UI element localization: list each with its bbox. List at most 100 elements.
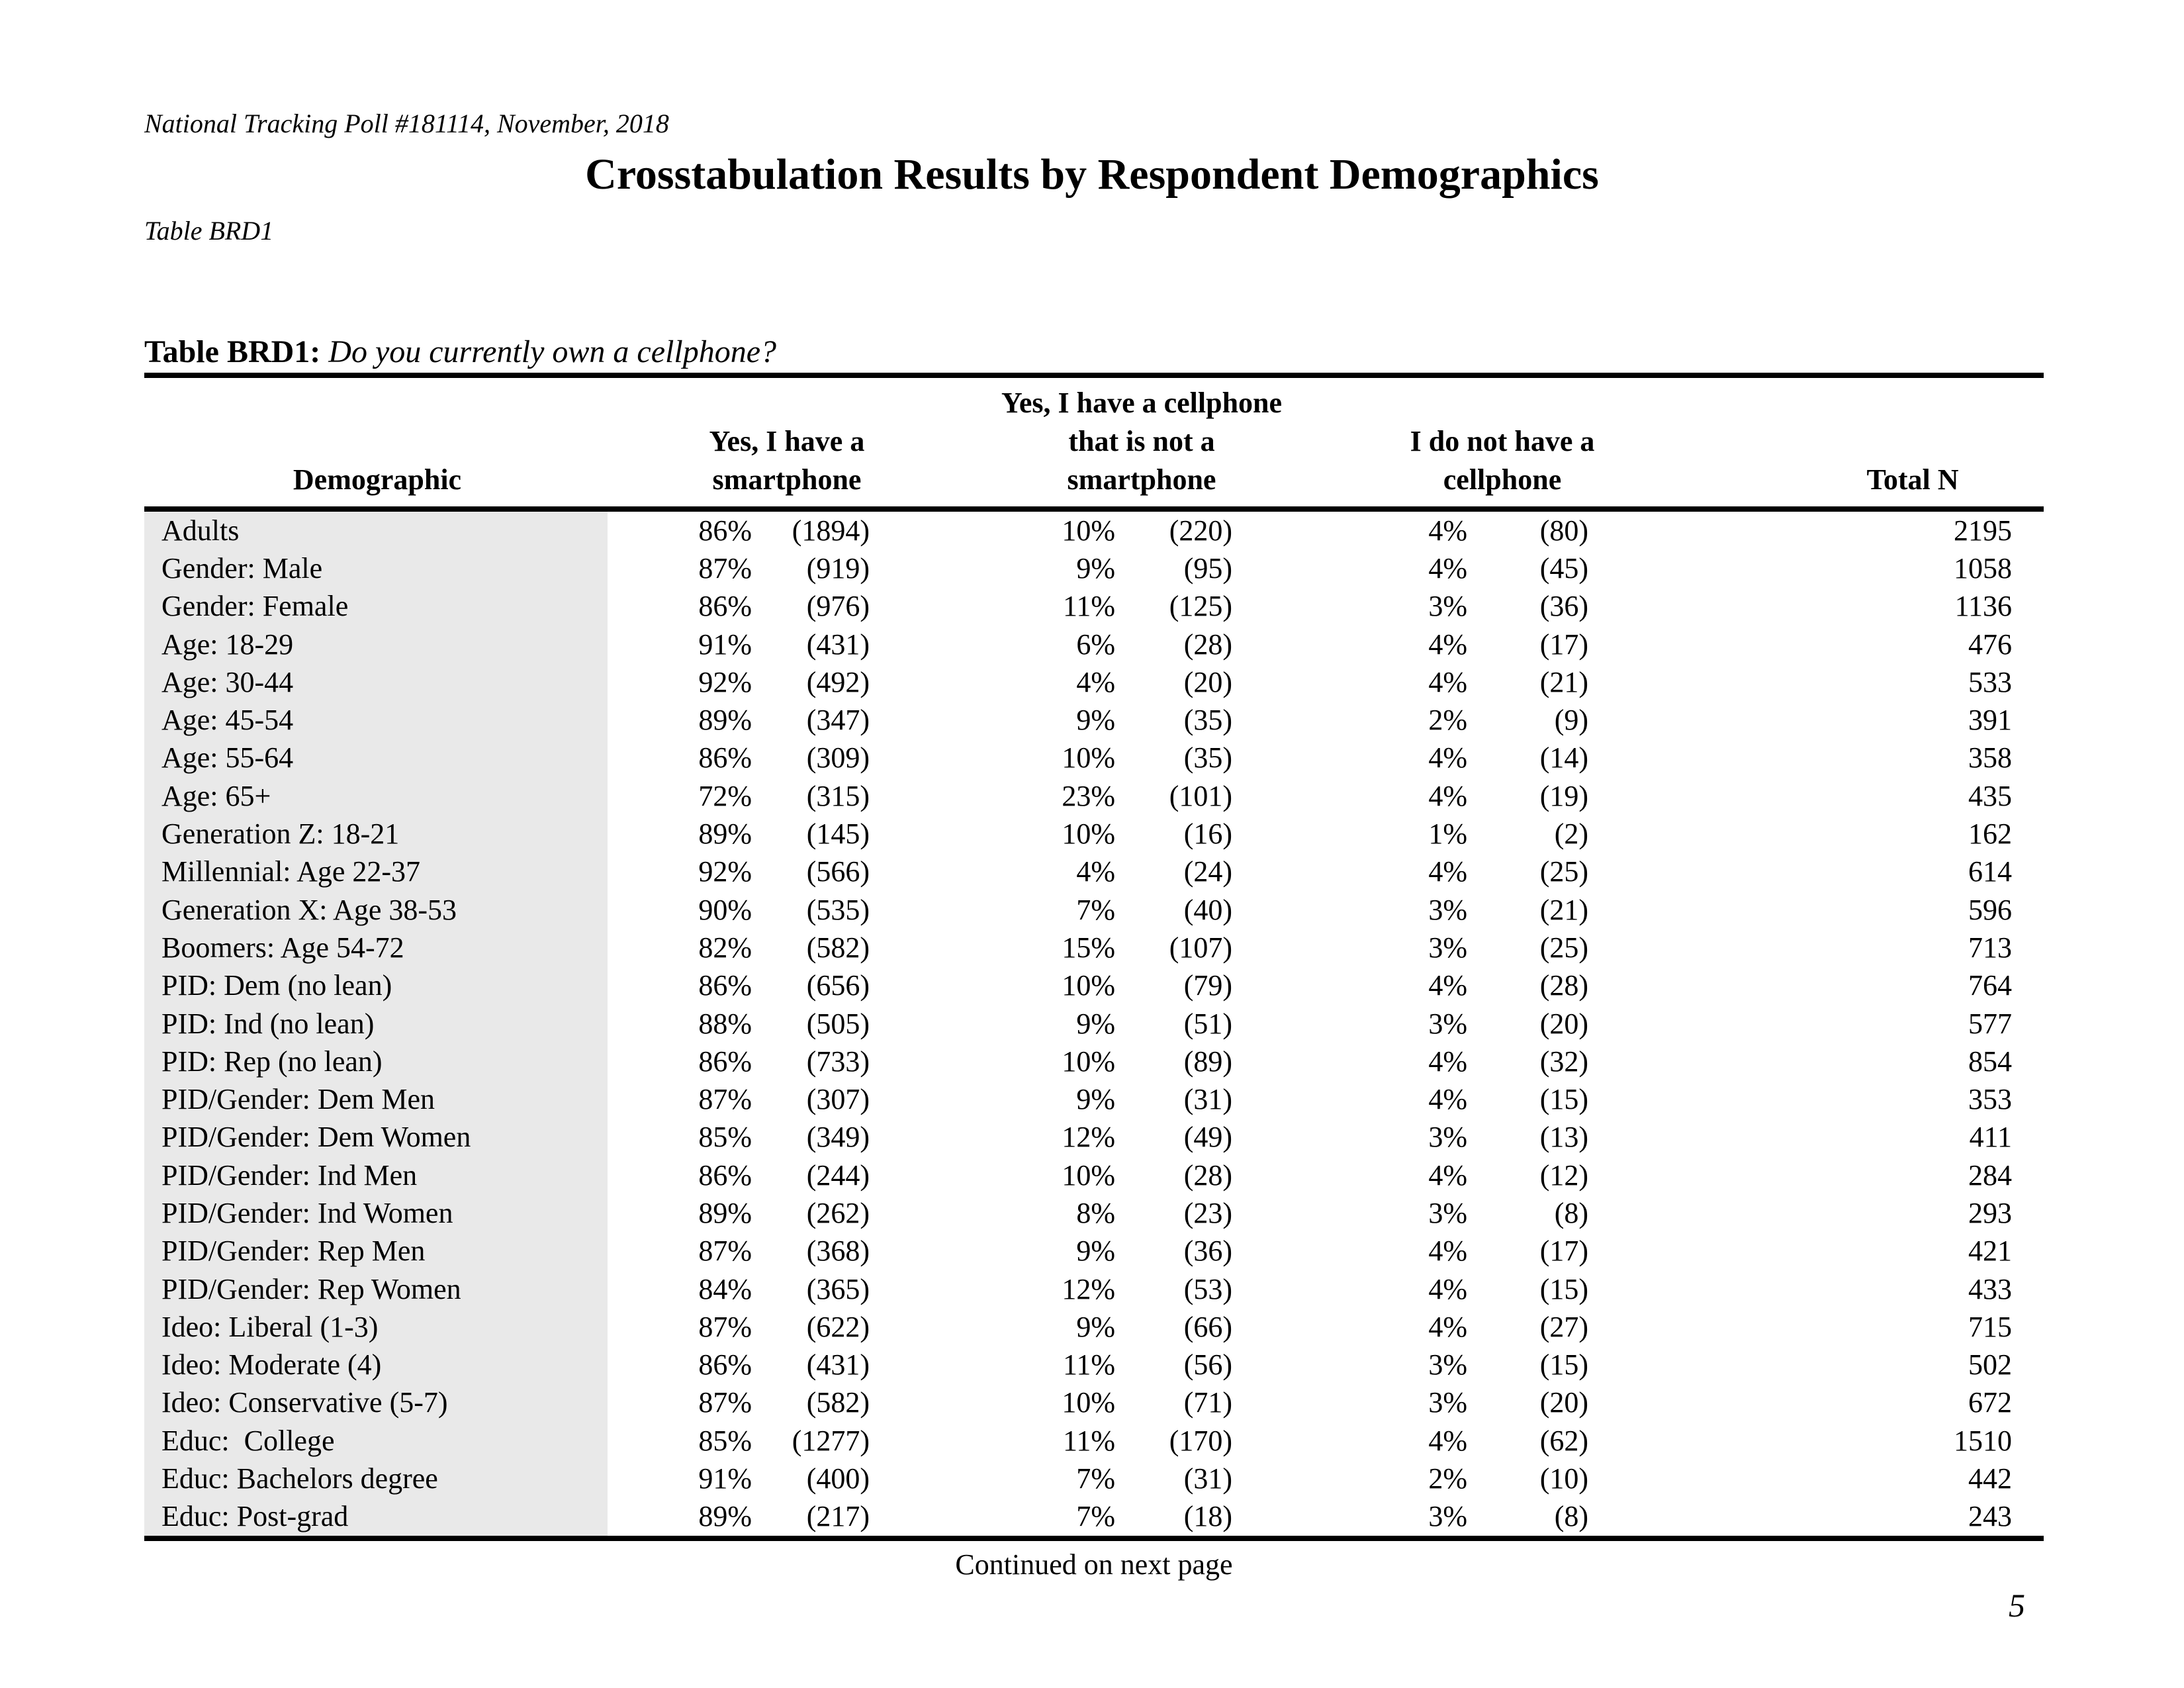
poll-id-line: National Tracking Poll #181114, November… [144,109,669,138]
row-smartphone-n: (217) [806,1500,870,1533]
row-no-cellphone-pct: 4% [1428,665,1467,698]
row-demographic-label: Ideo: Moderate (4) [144,1346,608,1384]
row-total-n: 353 [1968,1083,2012,1116]
row-smartphone-n: (309) [806,741,870,774]
row-no-cellphone-pct: 3% [1428,931,1467,964]
row-no-cellphone-n: (8) [1554,1500,1588,1533]
row-not-smartphone-pct: 15% [1062,931,1115,964]
col-header-not-smartphone-line1: Yes, I have a cellphone [1001,387,1283,419]
row-no-cellphone-n: (62) [1539,1424,1588,1457]
row-not-smartphone-n: (28) [1183,1158,1232,1192]
row-smartphone-n: (315) [806,779,870,812]
row-demographic-label: Age: 65+ [144,777,608,816]
row-no-cellphone-n: (25) [1539,855,1588,888]
table-header: Yes, I have a cellphone Yes, I have a th… [144,378,2044,506]
row-smartphone-pct: 87% [698,1083,752,1116]
row-demographic-label: PID/Gender: Dem Men [144,1080,608,1119]
row-not-smartphone-n: (101) [1169,779,1232,812]
row-no-cellphone-pct: 3% [1428,1196,1467,1229]
row-not-smartphone-pct: 10% [1062,1158,1115,1192]
row-total-n: 358 [1968,741,2012,774]
row-demographic-label: Educ: College [144,1422,608,1460]
row-demographic-label: PID: Ind (no lean) [144,1004,608,1043]
row-smartphone-pct: 91% [698,628,752,661]
row-demographic-label: Age: 18-29 [144,625,608,664]
row-smartphone-pct: 87% [698,1235,752,1268]
row-no-cellphone-pct: 4% [1428,741,1467,774]
row-total-n: 1510 [1954,1424,2012,1457]
row-smartphone-pct: 89% [698,818,752,851]
row-smartphone-pct: 89% [698,704,752,737]
row-no-cellphone-pct: 4% [1428,1083,1467,1116]
row-smartphone-n: (244) [806,1158,870,1192]
row-smartphone-n: (535) [806,893,870,926]
table-caption: Table BRD1: Do you currently own a cellp… [144,334,776,370]
row-smartphone-n: (976) [806,590,870,623]
row-total-n: 476 [1968,628,2012,661]
row-smartphone-n: (400) [806,1462,870,1495]
row-no-cellphone-pct: 2% [1428,1462,1467,1495]
row-no-cellphone-n: (14) [1539,741,1588,774]
row-not-smartphone-n: (28) [1183,628,1232,661]
row-total-n: 596 [1968,893,2012,926]
row-not-smartphone-pct: 11% [1062,590,1115,623]
row-not-smartphone-n: (53) [1183,1272,1232,1305]
row-not-smartphone-pct: 10% [1062,514,1115,547]
row-no-cellphone-n: (15) [1539,1272,1588,1305]
row-total-n: 533 [1968,665,2012,698]
row-not-smartphone-n: (56) [1183,1348,1232,1382]
row-not-smartphone-n: (18) [1183,1500,1232,1533]
col-header-total-n: Total N [1866,463,1959,496]
row-smartphone-pct: 86% [698,514,752,547]
col-header-no-cellphone-line1: I do not have a [1410,425,1595,457]
row-demographic-label: Gender: Female [144,587,608,626]
row-total-n: 435 [1968,779,2012,812]
row-no-cellphone-pct: 4% [1428,514,1467,547]
row-not-smartphone-n: (49) [1183,1121,1232,1154]
row-no-cellphone-pct: 4% [1428,1158,1467,1192]
continued-note: Continued on next page [955,1548,1233,1581]
row-demographic-label: Boomers: Age 54-72 [144,929,608,967]
row-not-smartphone-n: (31) [1183,1083,1232,1116]
row-smartphone-n: (492) [806,665,870,698]
row-not-smartphone-pct: 4% [1076,855,1115,888]
row-not-smartphone-pct: 12% [1062,1121,1115,1154]
row-no-cellphone-n: (20) [1539,1386,1588,1419]
row-total-n: 715 [1968,1310,2012,1343]
row-no-cellphone-n: (15) [1539,1348,1588,1382]
row-no-cellphone-pct: 4% [1428,779,1467,812]
row-not-smartphone-pct: 10% [1062,818,1115,851]
row-not-smartphone-pct: 4% [1076,665,1115,698]
col-header-no-cellphone-line2: cellphone [1443,463,1562,496]
row-smartphone-pct: 86% [698,1348,752,1382]
row-no-cellphone-n: (8) [1554,1196,1588,1229]
row-no-cellphone-pct: 4% [1428,1424,1467,1457]
row-no-cellphone-n: (10) [1539,1462,1588,1495]
row-not-smartphone-n: (89) [1183,1045,1232,1078]
row-demographic-label: Gender: Male [144,549,608,588]
row-not-smartphone-pct: 7% [1076,1462,1115,1495]
row-not-smartphone-n: (40) [1183,893,1232,926]
row-total-n: 2195 [1954,514,2012,547]
table-caption-question: Do you currently own a cellphone? [328,334,777,369]
row-smartphone-pct: 91% [698,1462,752,1495]
table-body: Adults 86% (1894) 10% (220) 4% (80) 2195… [144,512,2044,1536]
row-not-smartphone-pct: 9% [1076,1007,1115,1040]
row-total-n: 1136 [1954,590,2012,623]
row-demographic-label: Ideo: Conservative (5-7) [144,1383,608,1423]
row-total-n: 293 [1968,1196,2012,1229]
row-no-cellphone-n: (27) [1539,1310,1588,1343]
crosstab-table: Yes, I have a cellphone Yes, I have a th… [144,373,2044,1542]
row-demographic-label: Age: 45-54 [144,701,608,739]
row-no-cellphone-pct: 3% [1428,1500,1467,1533]
row-not-smartphone-n: (36) [1183,1235,1232,1268]
row-no-cellphone-n: (36) [1539,590,1588,623]
row-not-smartphone-pct: 23% [1062,779,1115,812]
row-no-cellphone-pct: 3% [1428,1121,1467,1154]
row-demographic-label: Age: 30-44 [144,663,608,702]
row-no-cellphone-n: (9) [1554,704,1588,737]
row-demographic-label: Generation Z: 18-21 [144,815,608,853]
row-total-n: 577 [1968,1007,2012,1040]
row-total-n: 672 [1968,1386,2012,1419]
document-header-meta: National Tracking Poll #181114, November… [144,34,669,320]
